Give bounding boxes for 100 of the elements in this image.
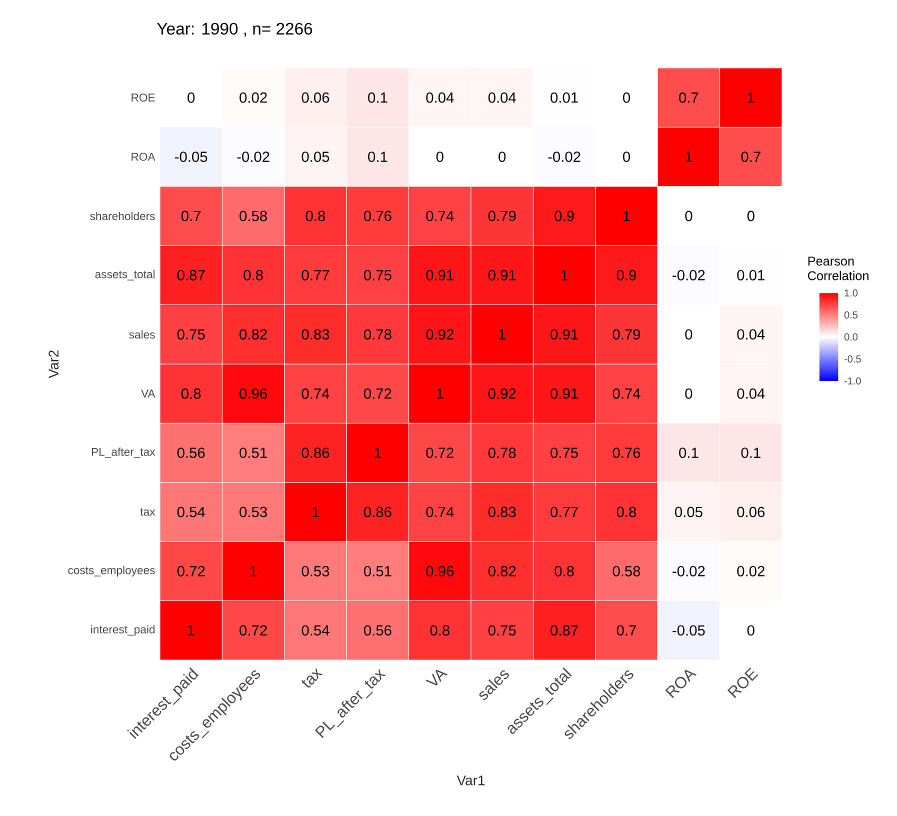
data-label: 0.1	[741, 448, 760, 458]
data-label: 0.7	[679, 92, 698, 103]
data-label: 0.9	[554, 210, 574, 222]
data-label: 0.76	[364, 210, 392, 222]
data-label: 1	[561, 270, 568, 280]
data-label: 0.58	[612, 566, 640, 576]
y-tick-label: interest_paid	[91, 625, 155, 636]
y-axis-title: Var2	[48, 350, 59, 378]
data-label: 0.87	[177, 270, 205, 280]
x-axis-title: Var1	[456, 776, 485, 786]
color-bar-title: Pearson Correlation	[808, 256, 868, 280]
data-label: 0.86	[364, 506, 392, 518]
data-label: 0	[685, 388, 692, 399]
color-bar-label: 0.5	[844, 311, 858, 318]
data-label: 0.53	[302, 566, 330, 576]
y-tick-label: ROE	[132, 94, 155, 102]
data-label: 0.96	[426, 566, 454, 576]
data-label: 0.53	[240, 506, 267, 518]
data-label: 0.87	[550, 625, 578, 636]
data-label: 0.91	[550, 329, 578, 340]
y-tick-label: ROA	[132, 152, 156, 161]
data-label: 1	[624, 210, 630, 222]
data-label: 0.7	[181, 210, 201, 222]
y-tick-label: shareholders	[90, 212, 155, 220]
data-label: 0.7	[741, 152, 760, 162]
data-label: 0.8	[430, 625, 450, 636]
data-label: 0.75	[364, 270, 392, 280]
data-label: 0.04	[737, 388, 765, 399]
data-label: 0.74	[612, 388, 640, 399]
data-label: 0.92	[426, 329, 454, 340]
data-label: 0	[747, 625, 754, 636]
data-label: 0	[436, 152, 444, 162]
x-tick-label: VA	[426, 670, 448, 686]
data-label: 0.75	[550, 448, 578, 458]
data-label: 0.91	[426, 270, 454, 280]
data-label: 0.8	[616, 506, 636, 518]
y-tick-label: assets_total	[95, 270, 155, 280]
data-label: 0.05	[675, 506, 702, 518]
data-label: 0.8	[554, 566, 574, 576]
data-label: 0.78	[364, 329, 392, 340]
data-label: 0.92	[488, 388, 516, 399]
data-label: 0.05	[302, 152, 330, 162]
data-label: 0.91	[550, 388, 578, 399]
data-label: 0	[685, 210, 692, 222]
data-label: 0	[622, 92, 630, 103]
data-label: 0.78	[488, 448, 516, 458]
data-label: 1	[499, 329, 506, 340]
data-label: 0.76	[612, 448, 640, 458]
data-label: 0.02	[240, 92, 267, 103]
data-label: 0.83	[488, 506, 516, 518]
data-label: 0.74	[426, 210, 454, 222]
data-label: 1	[686, 152, 692, 162]
chart-title: Year: 1990 , n= 2266	[157, 22, 312, 37]
data-label: 0.7	[616, 625, 636, 636]
data-label: 0.1	[679, 448, 698, 458]
data-label: 0.1	[368, 92, 388, 103]
data-label: 0.04	[737, 329, 765, 340]
color-bar-label: 0.0	[844, 333, 858, 340]
data-label: 0.77	[302, 270, 330, 280]
data-label: -0.02	[672, 270, 705, 280]
data-label: 0.01	[737, 270, 764, 280]
color-bar-label: -0.5	[844, 355, 861, 362]
data-label: 0.72	[240, 625, 267, 636]
data-label: 0.8	[181, 388, 201, 399]
data-label: 0	[622, 152, 630, 162]
y-tick-label: PL_after_tax	[92, 448, 156, 458]
data-label: 0.74	[302, 388, 330, 399]
data-label: 0	[188, 92, 195, 103]
data-label: 0.1	[368, 152, 388, 162]
data-label: 0.72	[177, 566, 205, 576]
data-label: 1	[188, 625, 194, 636]
data-label: 0	[685, 329, 692, 340]
data-label: 0.02	[737, 566, 764, 576]
data-label: 0.58	[240, 210, 267, 222]
data-label: 0	[747, 210, 754, 222]
data-label: 0.51	[364, 566, 392, 576]
data-label: 0.77	[550, 506, 578, 518]
color-bar-label: -1.0	[844, 377, 861, 384]
data-label: 0	[498, 152, 506, 162]
data-label: 0.82	[488, 566, 516, 576]
color-bar-label: 1.0	[844, 289, 858, 296]
data-label: 0.01	[550, 92, 578, 103]
data-label: 0.56	[364, 625, 392, 636]
y-tick-label: costs_employees	[68, 566, 155, 576]
data-label: 1	[436, 388, 444, 399]
data-label: 0.56	[177, 448, 205, 458]
data-label: 0.72	[364, 388, 392, 399]
data-label: 0.06	[737, 506, 765, 518]
data-label: 1	[748, 92, 754, 103]
data-label: 0.91	[488, 270, 516, 280]
data-label: -0.02	[672, 566, 705, 576]
data-label: -0.05	[672, 625, 705, 636]
data-label: 0.86	[302, 448, 330, 458]
data-label: 0.83	[302, 329, 330, 340]
data-label: 0.8	[306, 210, 326, 222]
y-tick-label: sales	[129, 330, 155, 339]
data-label: -0.02	[548, 152, 580, 162]
data-label: -0.02	[237, 152, 270, 162]
data-label: 0.74	[426, 506, 454, 518]
y-tick-label: VA	[141, 390, 156, 398]
